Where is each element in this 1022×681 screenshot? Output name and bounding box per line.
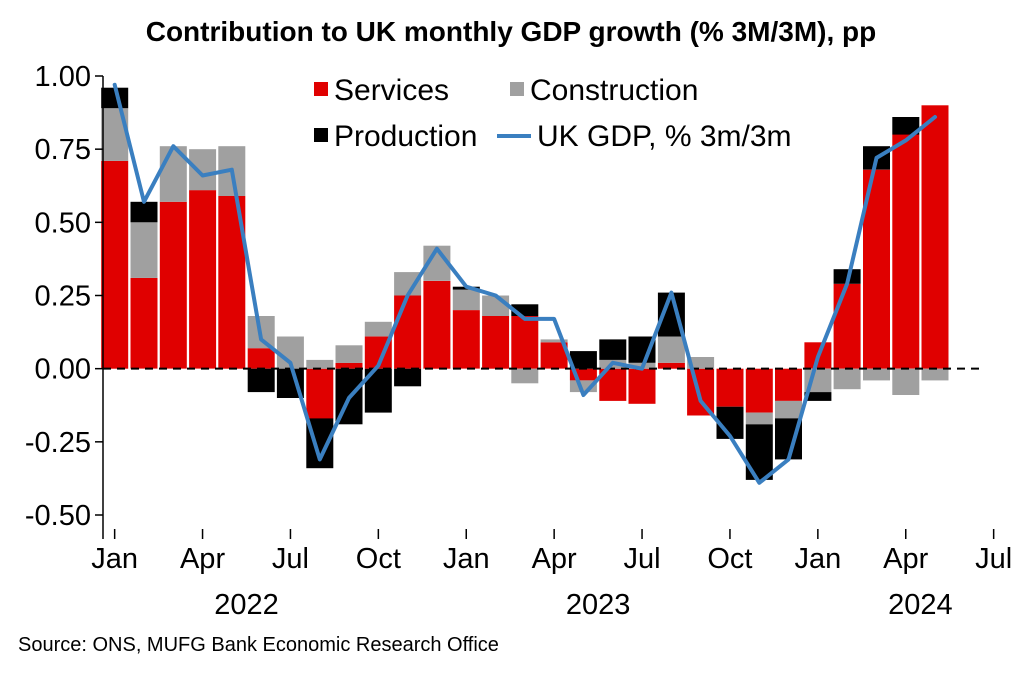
bar-services-20: [687, 368, 715, 416]
bar-services-12: [452, 310, 480, 369]
bar-construction-22: [745, 412, 773, 425]
bar-services-22: [745, 368, 773, 413]
bar-services-28: [921, 105, 949, 369]
y-tick-label: 0.00: [35, 354, 91, 386]
bar-services-0: [101, 160, 129, 369]
y-tick-label: 0.50: [35, 207, 91, 239]
x-tick-label: Jan: [794, 543, 841, 575]
bar-services-14: [511, 316, 539, 369]
legend-label: Construction: [530, 74, 698, 107]
bar-construction-20: [687, 357, 715, 369]
bar-services-13: [482, 316, 510, 369]
x-tick-label: Jan: [91, 543, 138, 575]
bar-services-19: [657, 362, 685, 369]
bar-production-16: [569, 351, 597, 369]
gdp-line: [112, 82, 937, 485]
x-tick-label: Oct: [707, 543, 752, 575]
bar-services-18: [628, 368, 656, 404]
y-tick-label: 0.25: [35, 281, 91, 313]
bar-services-5: [247, 348, 275, 369]
bar-construction-13: [482, 295, 510, 316]
source-note: Source: ONS, MUFG Bank Economic Research…: [18, 634, 499, 656]
x-tick-label: Apr: [180, 543, 225, 575]
bar-services-25: [833, 283, 861, 369]
bar-services-8: [335, 362, 363, 369]
bar-construction-8: [335, 345, 363, 363]
year-label: 2023: [566, 589, 631, 621]
legend-swatch-production: [314, 128, 328, 142]
bar-construction-10: [394, 272, 422, 296]
bar-construction-16: [569, 380, 597, 393]
bar-construction-1: [130, 222, 158, 278]
bar-construction-14: [511, 368, 539, 384]
x-tick-label: Jul: [624, 543, 661, 575]
bar-services-21: [716, 368, 744, 407]
bar-production-10: [394, 368, 422, 387]
bar-services-23: [775, 368, 802, 401]
legend-swatch-construction: [510, 82, 524, 96]
bar-construction-27: [892, 368, 920, 395]
bar-construction-9: [364, 321, 392, 337]
bar-construction-23: [775, 400, 802, 419]
chart-title: Contribution to UK monthly GDP growth (%…: [145, 16, 877, 47]
year-label: 2024: [888, 589, 953, 621]
year-label: 2022: [214, 589, 279, 621]
bar-construction-26: [863, 368, 890, 381]
bar-services-16: [569, 368, 597, 381]
bar-services-7: [306, 368, 334, 419]
bar-services-1: [130, 277, 158, 369]
bar-construction-19: [657, 336, 685, 363]
bar-production-27: [892, 117, 920, 135]
bar-production-17: [599, 339, 627, 360]
y-tick-label: 0.75: [35, 134, 91, 166]
bar-services-2: [159, 201, 187, 369]
x-tick-label: Jul: [272, 543, 309, 575]
x-tick-label: Oct: [356, 543, 401, 575]
bar-production-0: [101, 87, 129, 109]
legend-label: Production: [334, 120, 477, 153]
bar-construction-28: [921, 368, 949, 381]
bar-construction-7: [306, 359, 334, 369]
x-tick-label: Apr: [883, 543, 928, 575]
x-tick-label: Apr: [532, 543, 577, 575]
legend-swatch-services: [314, 82, 328, 96]
x-tick-label: Jan: [443, 543, 490, 575]
bar-construction-12: [452, 289, 480, 311]
x-tick-label: Jul: [975, 543, 1012, 575]
bar-construction-3: [189, 149, 217, 191]
bar-production-14: [511, 304, 539, 316]
y-tick-label: 1.00: [35, 61, 91, 93]
y-tick-label: -0.25: [25, 427, 91, 459]
bar-production-5: [247, 368, 275, 393]
bar-services-11: [423, 280, 451, 369]
legend-label: UK GDP, % 3m/3m: [537, 120, 792, 153]
bar-services-10: [394, 295, 422, 369]
bar-production-22: [745, 424, 773, 480]
bar-services-3: [189, 190, 217, 369]
bar-production-24: [804, 392, 832, 401]
bar-services-27: [892, 134, 920, 369]
bar-production-1: [130, 201, 158, 223]
bar-construction-25: [833, 368, 861, 390]
legend-label: Services: [334, 74, 449, 107]
y-tick-label: -0.50: [25, 500, 91, 532]
bar-construction-15: [540, 339, 568, 343]
